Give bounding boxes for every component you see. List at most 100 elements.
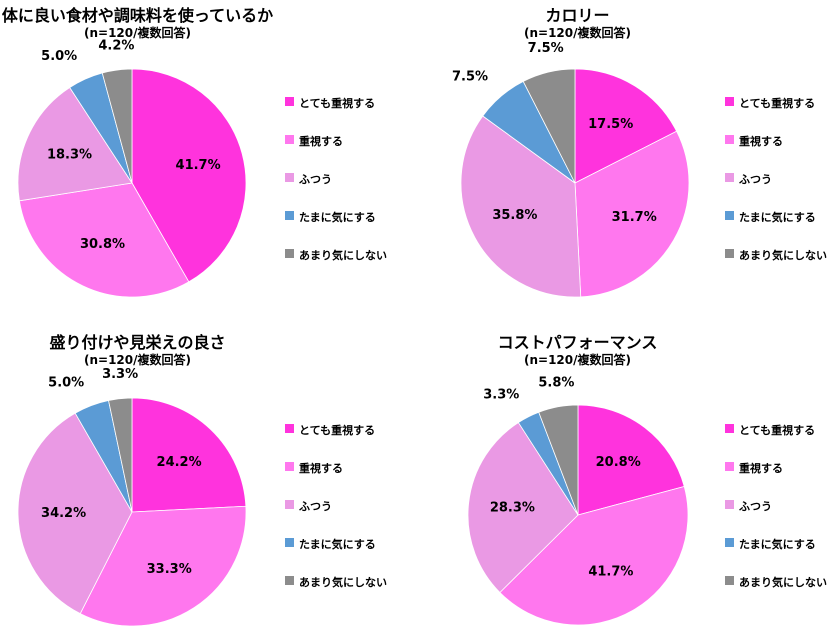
legend-swatch — [725, 135, 734, 144]
legend-item: 重視する — [725, 460, 827, 498]
legend-item: あまり気にしない — [725, 574, 827, 612]
legend-label: あまり気にしない — [299, 576, 387, 589]
legend-swatch — [725, 211, 734, 220]
legend-label: ふつう — [739, 173, 772, 186]
data-label-4: 4.2% — [98, 39, 134, 54]
data-label-0: 41.7% — [176, 158, 221, 173]
chart-title: カロリー — [545, 6, 610, 25]
legend: とても重視する 重視する ふつう たまに気にする あまり気にしない — [285, 422, 387, 612]
legend-swatch — [725, 97, 734, 106]
data-label-4: 7.5% — [528, 41, 564, 56]
legend-swatch — [725, 249, 734, 258]
pie-chart: 41.7% 30.8% 18.3% 5.0% 4.2% — [17, 39, 247, 298]
legend-swatch — [285, 173, 294, 182]
chart-subtitle: (n=120/複数回答) — [84, 353, 191, 367]
legend-swatch — [285, 135, 294, 144]
legend-label: とても重視する — [739, 424, 816, 437]
pie-chart: 17.5% 31.7% 35.8% 7.5% 7.5% — [452, 41, 690, 298]
chart-title: コストパフォーマンス — [497, 333, 658, 352]
legend-item: たまに気にする — [725, 209, 827, 247]
legend-label: たまに気にする — [299, 211, 376, 224]
data-label-1: 31.7% — [612, 210, 657, 225]
chart-title: 盛り付けや見栄えの良さ — [49, 333, 226, 352]
legend-label: あまり気にしない — [739, 576, 827, 589]
data-label-2: 28.3% — [490, 500, 535, 515]
chart-subtitle: (n=120/複数回答) — [84, 26, 191, 40]
legend-item: 重視する — [285, 460, 387, 498]
chart-title: 体に良い食材や調味料を使っているか — [1, 6, 274, 25]
pie-slice-2 — [17, 412, 133, 615]
legend-swatch — [285, 462, 294, 471]
legend-item: あまり気にしない — [285, 247, 387, 285]
data-label-0: 24.2% — [157, 455, 202, 470]
data-label-3: 3.3% — [483, 388, 519, 403]
pie-slice-0 — [577, 404, 685, 516]
legend-label: 重視する — [739, 462, 783, 475]
data-label-0: 17.5% — [588, 117, 633, 132]
pie-slice-2 — [17, 86, 133, 202]
legend-swatch — [285, 576, 294, 585]
data-label-3: 5.0% — [41, 49, 77, 64]
legend-label: ふつう — [299, 173, 332, 186]
legend-label: ふつう — [739, 500, 772, 513]
legend-item: たまに気にする — [285, 209, 387, 247]
legend-swatch — [725, 576, 734, 585]
legend: とても重視する 重視する ふつう たまに気にする あまり気にしない — [285, 95, 387, 285]
pie-slice-4 — [522, 68, 576, 184]
legend-label: とても重視する — [299, 424, 376, 437]
legend-label: 重視する — [299, 135, 343, 148]
pie-slice-2 — [467, 421, 579, 594]
legend-label: あまり気にしない — [299, 249, 387, 262]
pie-slice-1 — [574, 130, 690, 298]
data-label-2: 18.3% — [47, 148, 92, 163]
data-label-0: 20.8% — [596, 455, 641, 470]
pie-slice-4 — [108, 397, 133, 513]
legend-label: 重視する — [299, 462, 343, 475]
pie-slice-4 — [101, 68, 133, 184]
data-label-1: 30.8% — [80, 237, 125, 252]
pie-slice-0 — [131, 397, 247, 513]
legend-item: ふつう — [285, 171, 387, 209]
legend-label: ふつう — [299, 500, 332, 513]
legend-label: とても重視する — [739, 97, 816, 110]
legend-item: あまり気にしない — [725, 247, 827, 285]
data-label-2: 34.2% — [41, 506, 86, 521]
legend-swatch — [285, 500, 294, 509]
legend-item: とても重視する — [285, 422, 387, 460]
legend-item: とても重視する — [725, 95, 827, 133]
data-label-1: 41.7% — [588, 565, 633, 580]
legend: とても重視する 重視する ふつう たまに気にする あまり気にしない — [725, 95, 827, 285]
data-label-4: 3.3% — [102, 367, 138, 382]
legend-swatch — [725, 173, 734, 182]
legend-swatch — [725, 462, 734, 471]
pie-chart: 20.8% 41.7% 28.3% 3.3% 5.8% — [467, 376, 689, 626]
pie-slice-0 — [131, 68, 247, 283]
chart-subtitle: (n=120/複数回答) — [524, 353, 631, 367]
data-label-4: 5.8% — [538, 376, 574, 391]
legend-item: ふつう — [725, 498, 827, 536]
data-label-1: 33.3% — [147, 562, 192, 577]
pie-slice-4 — [538, 404, 579, 516]
data-label-3: 7.5% — [452, 70, 488, 85]
legend-label: たまに気にする — [739, 538, 816, 551]
legend-swatch — [285, 249, 294, 258]
chart-panel-cost: コストパフォーマンス (n=120/複数回答) 20.8% 41.7% 28.3% 3… — [420, 327, 840, 643]
legend-item: ふつう — [285, 498, 387, 536]
pie-slice-1 — [79, 505, 247, 627]
legend-label: 重視する — [739, 135, 783, 148]
legend-swatch — [285, 538, 294, 547]
legend-label: あまり気にしない — [739, 249, 827, 262]
legend-item: あまり気にしない — [285, 574, 387, 612]
legend-label: とても重視する — [299, 97, 376, 110]
legend-item: たまに気にする — [725, 536, 827, 574]
chart-subtitle: (n=120/複数回答) — [524, 26, 631, 40]
legend-item: ふつう — [725, 171, 827, 209]
data-label-2: 35.8% — [492, 208, 537, 223]
legend-swatch — [285, 424, 294, 433]
legend-item: 重視する — [725, 133, 827, 171]
pie-chart: 24.2% 33.3% 34.2% 5.0% 3.3% — [17, 367, 247, 627]
pie-slice-0 — [574, 68, 678, 184]
chart-panel-calorie: カロリー (n=120/複数回答) 17.5% 31.7% 35.8% 7.5% 7.5… — [420, 0, 840, 316]
pie-slice-1 — [18, 182, 190, 298]
pie-slice-1 — [499, 485, 689, 626]
